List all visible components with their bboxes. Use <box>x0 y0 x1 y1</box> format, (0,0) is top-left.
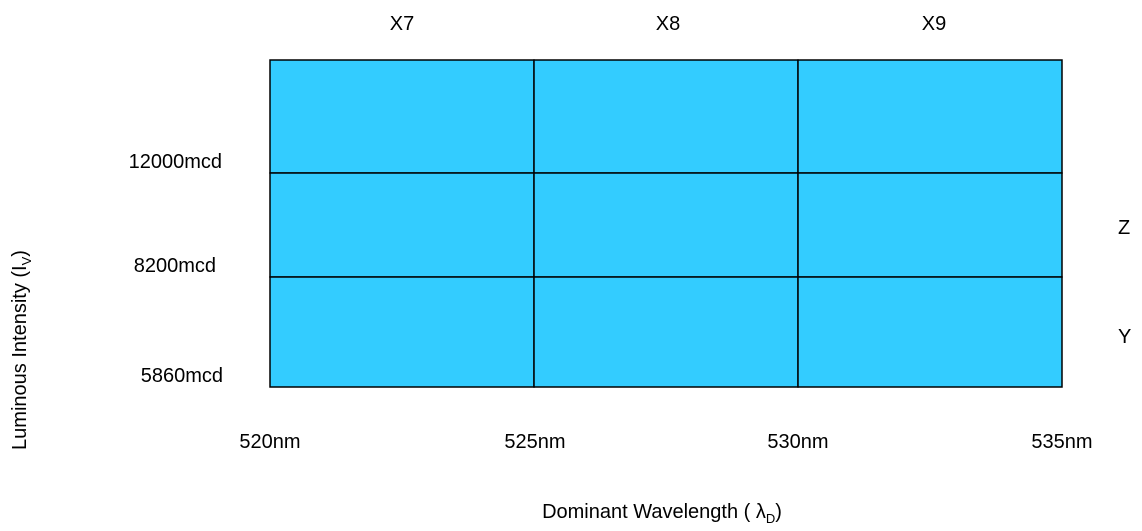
x-axis-title-end: ) <box>775 501 782 523</box>
bin-cell-r1-c1 <box>269 59 535 174</box>
y-axis-title: Luminous Intensity (IV) <box>9 250 34 450</box>
bin-cell-r3-c1 <box>269 276 535 388</box>
wavelength-tick-530: 530nm <box>767 431 828 453</box>
bin-cell-r1-c2 <box>533 59 799 174</box>
y-axis-title-end: ) <box>9 250 31 257</box>
intensity-tick-5860: 5860mcd <box>141 365 223 387</box>
x-axis-title: Dominant Wavelength ( λD) <box>542 501 782 526</box>
bin-grid <box>269 59 1063 388</box>
x-axis-title-main: Dominant Wavelength ( λ <box>542 501 766 523</box>
bin-cell-r2-c3 <box>797 172 1063 278</box>
wavelength-tick-520: 520nm <box>239 431 300 453</box>
bin-cell-r3-c3 <box>797 276 1063 388</box>
y-axis-title-subscript: V <box>19 256 34 265</box>
bin-cell-r1-c3 <box>797 59 1063 174</box>
bin-cell-r3-c2 <box>533 276 799 388</box>
intensity-tick-8200: 8200mcd <box>134 255 216 277</box>
column-header-x8: X8 <box>656 13 680 35</box>
row-label-z: Z <box>1118 217 1130 239</box>
y-axis-title-main: Luminous Intensity (I <box>9 265 31 450</box>
x-axis-title-subscript: D <box>766 511 775 526</box>
column-header-x7: X7 <box>390 13 414 35</box>
bin-cell-r2-c1 <box>269 172 535 278</box>
wavelength-tick-535: 535nm <box>1031 431 1092 453</box>
bin-cell-r2-c2 <box>533 172 799 278</box>
row-label-y: Y <box>1118 326 1131 348</box>
intensity-tick-12000: 12000mcd <box>129 151 222 173</box>
wavelength-tick-525: 525nm <box>504 431 565 453</box>
column-header-x9: X9 <box>922 13 946 35</box>
